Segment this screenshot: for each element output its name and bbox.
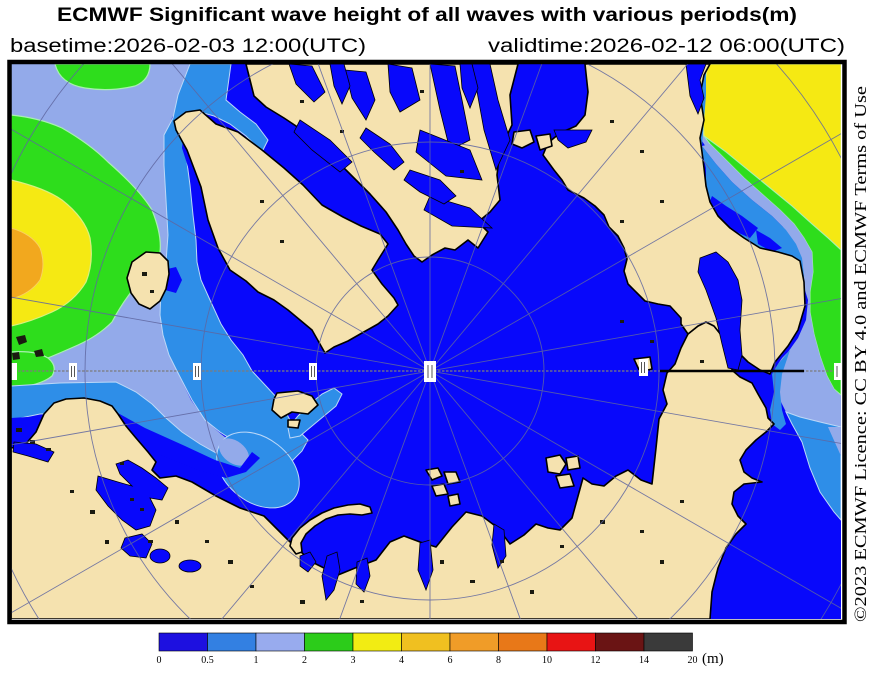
svg-text:©2023 ECMWF Licence: CC BY 4.: ©2023 ECMWF Licence: CC BY 4.0 and ECMWF… [851, 86, 870, 622]
svg-text:0.5: 0.5 [201, 655, 214, 666]
svg-text:2: 2 [302, 655, 307, 666]
svg-text:6: 6 [448, 655, 453, 666]
svg-text:14: 14 [639, 655, 649, 666]
svg-text:3: 3 [351, 655, 356, 666]
svg-text:ECMWF Significant wave height: ECMWF Significant wave height of all wav… [57, 5, 797, 26]
svg-text:(m): (m) [702, 651, 724, 667]
svg-text:4: 4 [399, 655, 404, 666]
svg-text:basetime:2026-02-03 12:00(UTC): basetime:2026-02-03 12:00(UTC) [10, 36, 366, 57]
svg-text:8: 8 [496, 655, 501, 666]
svg-text:10: 10 [542, 655, 552, 666]
svg-text:20: 20 [688, 655, 698, 666]
svg-text:1: 1 [254, 655, 259, 666]
svg-text:validtime:2026-02-12 06:00(UTC: validtime:2026-02-12 06:00(UTC) [488, 36, 845, 57]
svg-text:12: 12 [591, 655, 601, 666]
svg-text:0: 0 [157, 655, 162, 666]
